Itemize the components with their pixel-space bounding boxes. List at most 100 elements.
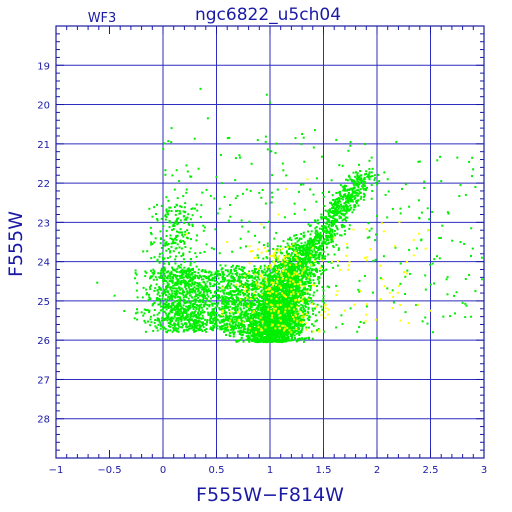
star-point (190, 318, 193, 321)
star-point (300, 309, 303, 312)
star-point (278, 322, 281, 324)
star-point (308, 285, 310, 288)
star-point (276, 267, 279, 269)
star-point (295, 284, 298, 287)
star-point (216, 318, 219, 321)
star-point (184, 310, 187, 313)
star-point (258, 328, 261, 331)
star-point (351, 179, 354, 182)
star-point (309, 258, 312, 261)
star-point (185, 287, 188, 290)
star-point (266, 306, 269, 309)
star-point (335, 192, 338, 194)
star-point (217, 277, 220, 280)
star-point (246, 291, 249, 294)
star-point (320, 225, 323, 228)
star-point (247, 334, 250, 337)
star-point (239, 284, 242, 287)
star-point (188, 318, 191, 320)
star-point (233, 277, 236, 280)
star-point (343, 208, 346, 211)
star-point (301, 289, 304, 292)
star-point (253, 339, 256, 342)
star-point (299, 245, 302, 248)
star-point (259, 307, 262, 310)
star-point (278, 279, 281, 282)
star-point (224, 295, 227, 298)
star-point (345, 206, 348, 209)
star-point (318, 252, 321, 254)
star-point (239, 293, 242, 296)
star-point (252, 288, 254, 291)
star-point (300, 275, 303, 277)
star-point (346, 195, 348, 198)
star-point (289, 316, 292, 319)
star-point (190, 324, 193, 327)
star-point (165, 308, 168, 311)
star-point (306, 288, 309, 291)
star-point (285, 334, 288, 337)
star-point (203, 290, 205, 293)
star-point (286, 314, 289, 317)
star-point (153, 270, 156, 273)
star-point (272, 322, 275, 324)
star-point (169, 296, 172, 299)
star-point (291, 265, 294, 267)
star-point (214, 271, 217, 274)
star-point (211, 277, 214, 280)
star-point (259, 324, 262, 326)
star-point (240, 308, 243, 311)
star-point (286, 297, 289, 300)
star-point (270, 318, 273, 321)
star-point (207, 288, 210, 291)
star-point (322, 289, 325, 292)
star-point (276, 290, 279, 293)
star-point (210, 314, 213, 317)
star-point (267, 300, 270, 303)
star-point (178, 309, 181, 312)
star-point (199, 291, 202, 294)
star-point (274, 271, 277, 274)
star-point (210, 279, 212, 282)
star-point (171, 330, 174, 333)
star-point (209, 328, 212, 330)
star-point (258, 333, 260, 336)
star-point (232, 312, 235, 315)
star-point (156, 218, 159, 220)
star-point (338, 199, 341, 202)
star-point (304, 259, 307, 262)
star-point (229, 318, 232, 321)
star-point (303, 291, 306, 294)
star-point (166, 331, 168, 334)
star-point (243, 325, 246, 328)
star-point (198, 292, 201, 295)
star-point (227, 293, 230, 296)
star-point (271, 329, 274, 332)
star-point (231, 307, 234, 310)
star-point (273, 237, 276, 240)
star-point (256, 322, 259, 324)
star-point (334, 210, 337, 213)
star-point (156, 297, 158, 300)
star-point (325, 235, 328, 238)
star-point (345, 211, 348, 214)
star-point (218, 287, 221, 290)
star-point (206, 319, 209, 322)
star-point (196, 324, 199, 327)
star-point (224, 301, 227, 304)
star-point (268, 336, 271, 339)
star-point (345, 197, 348, 200)
star-point (342, 187, 345, 190)
star-point (182, 294, 185, 296)
star-point (338, 192, 341, 195)
star-point (244, 301, 247, 304)
star-point (328, 232, 331, 235)
star-point (207, 290, 210, 292)
star-point (293, 277, 296, 280)
star-point (236, 272, 239, 275)
star-point (181, 268, 184, 271)
star-point (252, 333, 255, 336)
star-point (303, 253, 306, 256)
star-point (221, 301, 224, 304)
star-point (354, 190, 357, 193)
